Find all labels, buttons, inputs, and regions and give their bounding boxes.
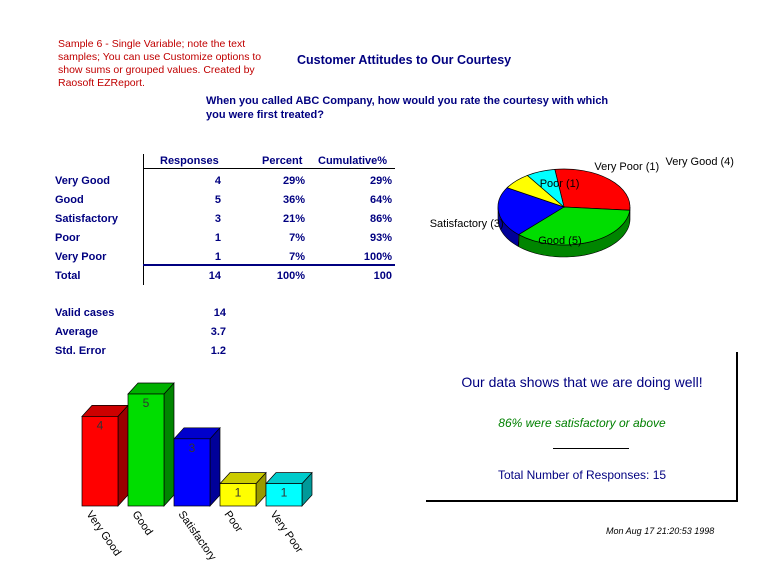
row-percent: 21%: [282, 213, 305, 225]
stat-label: Std. Error: [55, 345, 106, 357]
row-cumulative: 29%: [369, 175, 392, 187]
table-total-rule: [143, 264, 395, 266]
row-responses: 3: [214, 213, 221, 225]
sample-note: Sample 6 - Single Variable; note the tex…: [58, 38, 262, 89]
row-cumulative: 93%: [369, 232, 392, 244]
row-responses: 5: [214, 194, 221, 206]
stat-value: 1.2: [210, 345, 226, 357]
summary-box: Our data shows that we are doing well! 8…: [426, 352, 738, 502]
summary-box-shadow-right: [736, 352, 738, 502]
row-cumulative: 64%: [369, 194, 392, 206]
header-cumulative: Cumulative%: [318, 155, 388, 167]
header-responses: Responses: [160, 155, 219, 167]
header-percent: Percent: [262, 155, 303, 167]
row-responses: 1: [214, 251, 221, 263]
stat-label: Valid cases: [55, 307, 115, 319]
row-percent: 7%: [289, 232, 305, 244]
row-percent: 7%: [289, 251, 305, 263]
row-percent: 29%: [282, 175, 305, 187]
total-cumulative: 100: [373, 270, 392, 282]
row-label: Very Good: [55, 175, 111, 187]
row-label: Poor: [55, 232, 81, 244]
survey-question: When you called ABC Company, how would y…: [206, 95, 609, 121]
stat-value: 14: [213, 307, 226, 319]
total-responses: 14: [208, 270, 221, 282]
summary-divider: [553, 448, 629, 449]
row-responses: 1: [214, 232, 221, 244]
table-column-divider: [143, 154, 144, 285]
stat-label: Average: [55, 326, 99, 338]
stat-value: 3.7: [210, 326, 226, 338]
table-header-rule: [143, 168, 395, 169]
report-timestamp: Mon Aug 17 21:20:53 1998: [606, 526, 715, 536]
row-cumulative: 100%: [363, 251, 392, 263]
row-label: Very Poor: [55, 251, 107, 263]
summary-total: Total Number of Responses: 15: [497, 468, 667, 482]
summary-subline: 86% were satisfactory or above: [498, 416, 666, 430]
summary-box-shadow-bottom: [426, 500, 738, 502]
row-percent: 36%: [282, 194, 305, 206]
row-label: Satisfactory: [55, 213, 118, 225]
total-percent: 100%: [276, 270, 305, 282]
summary-headline: Our data shows that we are doing well!: [461, 374, 703, 390]
row-cumulative: 86%: [369, 213, 392, 225]
row-responses: 4: [214, 175, 221, 187]
report-title: Customer Attitudes to Our Courtesy: [297, 53, 512, 67]
row-label: Good: [55, 194, 84, 206]
total-label: Total: [55, 270, 81, 282]
